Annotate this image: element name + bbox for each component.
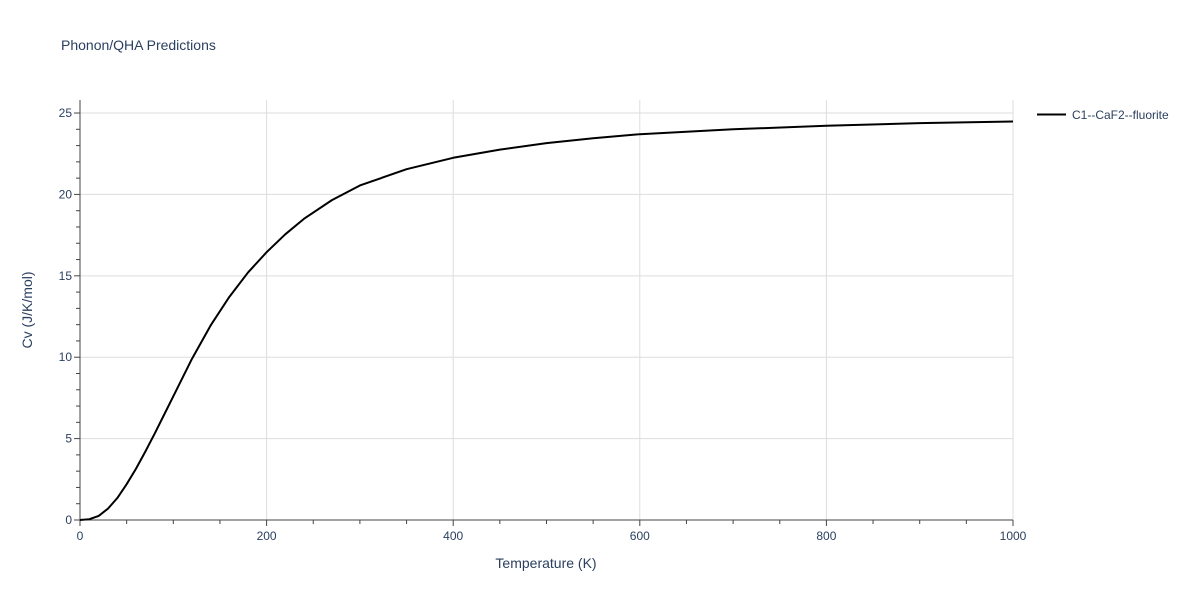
y-tick-label: 20 — [59, 187, 73, 201]
legend[interactable]: C1--CaF2--fluorite — [1037, 108, 1169, 122]
y-axis-label: Cv (J/K/mol) — [19, 272, 35, 349]
x-tick-label: 800 — [816, 529, 836, 543]
y-tick-label: 5 — [65, 432, 72, 446]
chart-title: Phonon/QHA Predictions — [61, 37, 216, 53]
legend-label: C1--CaF2--fluorite — [1072, 108, 1169, 122]
x-tick-label: 600 — [630, 529, 650, 543]
x-tick-label: 200 — [257, 529, 277, 543]
series-line[interactable] — [79, 120, 1014, 521]
y-ticks: 0 5 10 15 20 25 — [59, 106, 73, 527]
x-tick-label: 400 — [443, 529, 463, 543]
y-tick-label: 0 — [65, 513, 72, 527]
grid-lines — [80, 100, 1014, 520]
x-tick-label: 0 — [77, 529, 84, 543]
y-tick-label: 15 — [59, 269, 73, 283]
axes — [74, 100, 1014, 526]
y-tick-label: 10 — [59, 350, 73, 364]
x-ticks: 0 200 400 600 800 1000 — [77, 529, 1027, 543]
y-tick-label: 25 — [59, 106, 73, 120]
series-layer — [79, 120, 1014, 521]
x-tick-label: 1000 — [1000, 529, 1027, 543]
x-axis-label: Temperature (K) — [495, 555, 596, 571]
